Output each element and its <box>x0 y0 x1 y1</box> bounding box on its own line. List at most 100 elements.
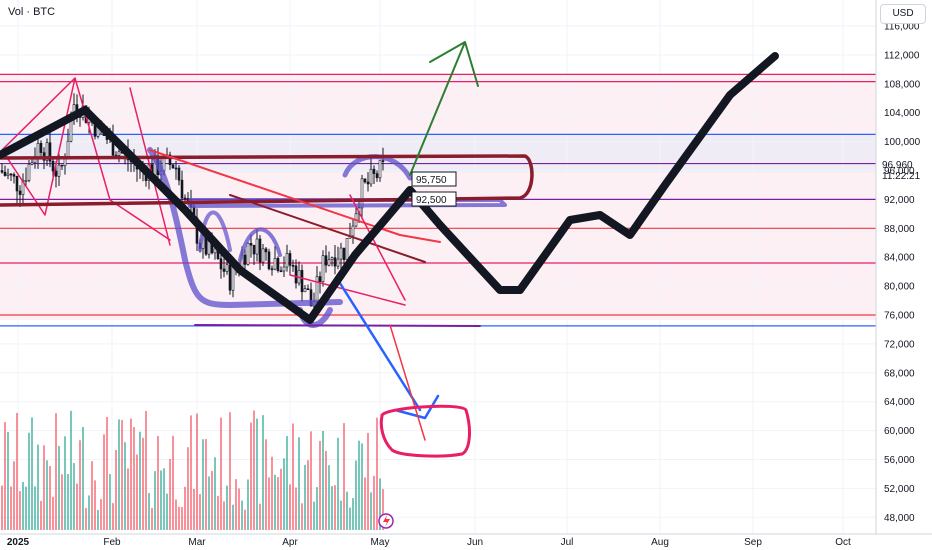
volume-bar <box>292 423 294 530</box>
candle-body <box>285 253 289 268</box>
volume-bar <box>370 492 372 530</box>
purple-flat <box>194 324 481 327</box>
volume-bar <box>214 457 216 530</box>
candle-body <box>336 258 340 267</box>
red-diag-1 <box>149 149 441 243</box>
candle-body <box>378 160 382 179</box>
volume-bar <box>256 418 258 530</box>
volume-bar <box>289 484 291 530</box>
volume-bar <box>196 413 198 530</box>
volume-bar <box>253 410 255 530</box>
volume-bar <box>136 454 138 530</box>
candle-body <box>318 276 322 282</box>
candle-body <box>369 168 373 185</box>
price-tick-label: 104,000 <box>884 108 921 119</box>
candle-body <box>66 140 70 159</box>
volume-bar <box>307 460 309 530</box>
candle-body <box>63 158 67 167</box>
volume-bar <box>139 431 141 530</box>
volume-bar <box>160 470 162 530</box>
volume-bar <box>193 488 195 530</box>
candle-body <box>366 181 370 185</box>
pink-line-2 <box>289 274 406 306</box>
candle-body <box>330 257 334 260</box>
candle-body <box>291 265 295 267</box>
pink-line-1 <box>129 87 171 246</box>
candle-body <box>381 160 385 162</box>
candle-body <box>183 197 187 200</box>
price-tick-label: 52,000 <box>884 484 915 495</box>
price-tick-label: 68,000 <box>884 368 915 379</box>
last-price-value: 96,960 <box>882 160 913 171</box>
volume-bar <box>304 464 306 530</box>
candle-body <box>258 238 262 263</box>
candle-body <box>351 225 355 237</box>
candle-body <box>363 178 367 183</box>
volume-bar <box>313 501 315 530</box>
candle-body <box>375 173 379 179</box>
price-tick-label: 88,000 <box>884 224 915 235</box>
candle-body <box>270 268 274 271</box>
volume-bar <box>244 509 246 530</box>
volume-bar <box>208 476 210 530</box>
volume-bar <box>145 410 147 530</box>
candle-body <box>168 154 172 165</box>
volume-bar <box>280 468 282 530</box>
volume-bar <box>376 417 378 530</box>
volume-bar <box>217 495 219 530</box>
volume-bar <box>151 507 153 530</box>
candle-body <box>231 265 235 291</box>
volume-bar <box>34 486 36 530</box>
candle-body <box>117 151 121 156</box>
volume-bar <box>121 420 123 530</box>
candle-body <box>0 170 4 173</box>
price-tick-label: 64,000 <box>884 397 915 408</box>
volume-bar <box>133 427 135 530</box>
volume-bar <box>76 483 78 530</box>
blue-arrow <box>336 278 440 420</box>
volume-bar <box>223 501 225 530</box>
candle-body <box>24 179 28 182</box>
time-tick-label: Oct <box>835 537 851 548</box>
volume-bar <box>163 468 165 530</box>
green-arrow <box>409 41 479 176</box>
price-tick-label: 112,000 <box>884 50 920 61</box>
candle-body <box>219 258 223 270</box>
candle-body <box>345 238 349 260</box>
volume-bar <box>241 500 243 530</box>
currency-button[interactable]: USD <box>880 4 926 24</box>
candle-body <box>174 167 178 170</box>
volume-bar <box>7 431 9 530</box>
candle-body <box>177 167 181 181</box>
last-price-tag: 96,960 11:22:21 <box>882 160 921 182</box>
volume-bar <box>202 439 204 530</box>
lightning-icon[interactable] <box>378 513 394 529</box>
volume-bar <box>49 466 51 530</box>
volume-bar <box>274 474 276 530</box>
candle-body <box>279 270 283 272</box>
candle-body <box>315 276 319 303</box>
candle-body <box>342 247 346 260</box>
volume-bar <box>103 434 105 530</box>
candle-body <box>306 288 310 291</box>
volume-bar <box>79 440 81 530</box>
volume-bar <box>334 485 336 530</box>
time-tick-label: Apr <box>282 537 298 548</box>
candle-body <box>27 163 31 181</box>
volume-bar <box>10 486 12 530</box>
volume-bar <box>265 439 267 530</box>
price-tick-label: 48,000 <box>884 513 915 524</box>
volume-bar <box>88 495 90 530</box>
candle-body <box>252 244 256 255</box>
candle-body <box>6 173 10 176</box>
candle-body <box>171 164 175 169</box>
box-label-lower-text: 92,500 <box>416 195 447 206</box>
volume-bar <box>247 479 249 530</box>
candle-body <box>288 253 292 266</box>
time-axis[interactable] <box>0 534 932 550</box>
price-tick-label: 84,000 <box>884 253 915 264</box>
price-axis[interactable] <box>876 0 932 534</box>
volume-bar <box>337 437 339 530</box>
volume-bar <box>301 503 303 530</box>
